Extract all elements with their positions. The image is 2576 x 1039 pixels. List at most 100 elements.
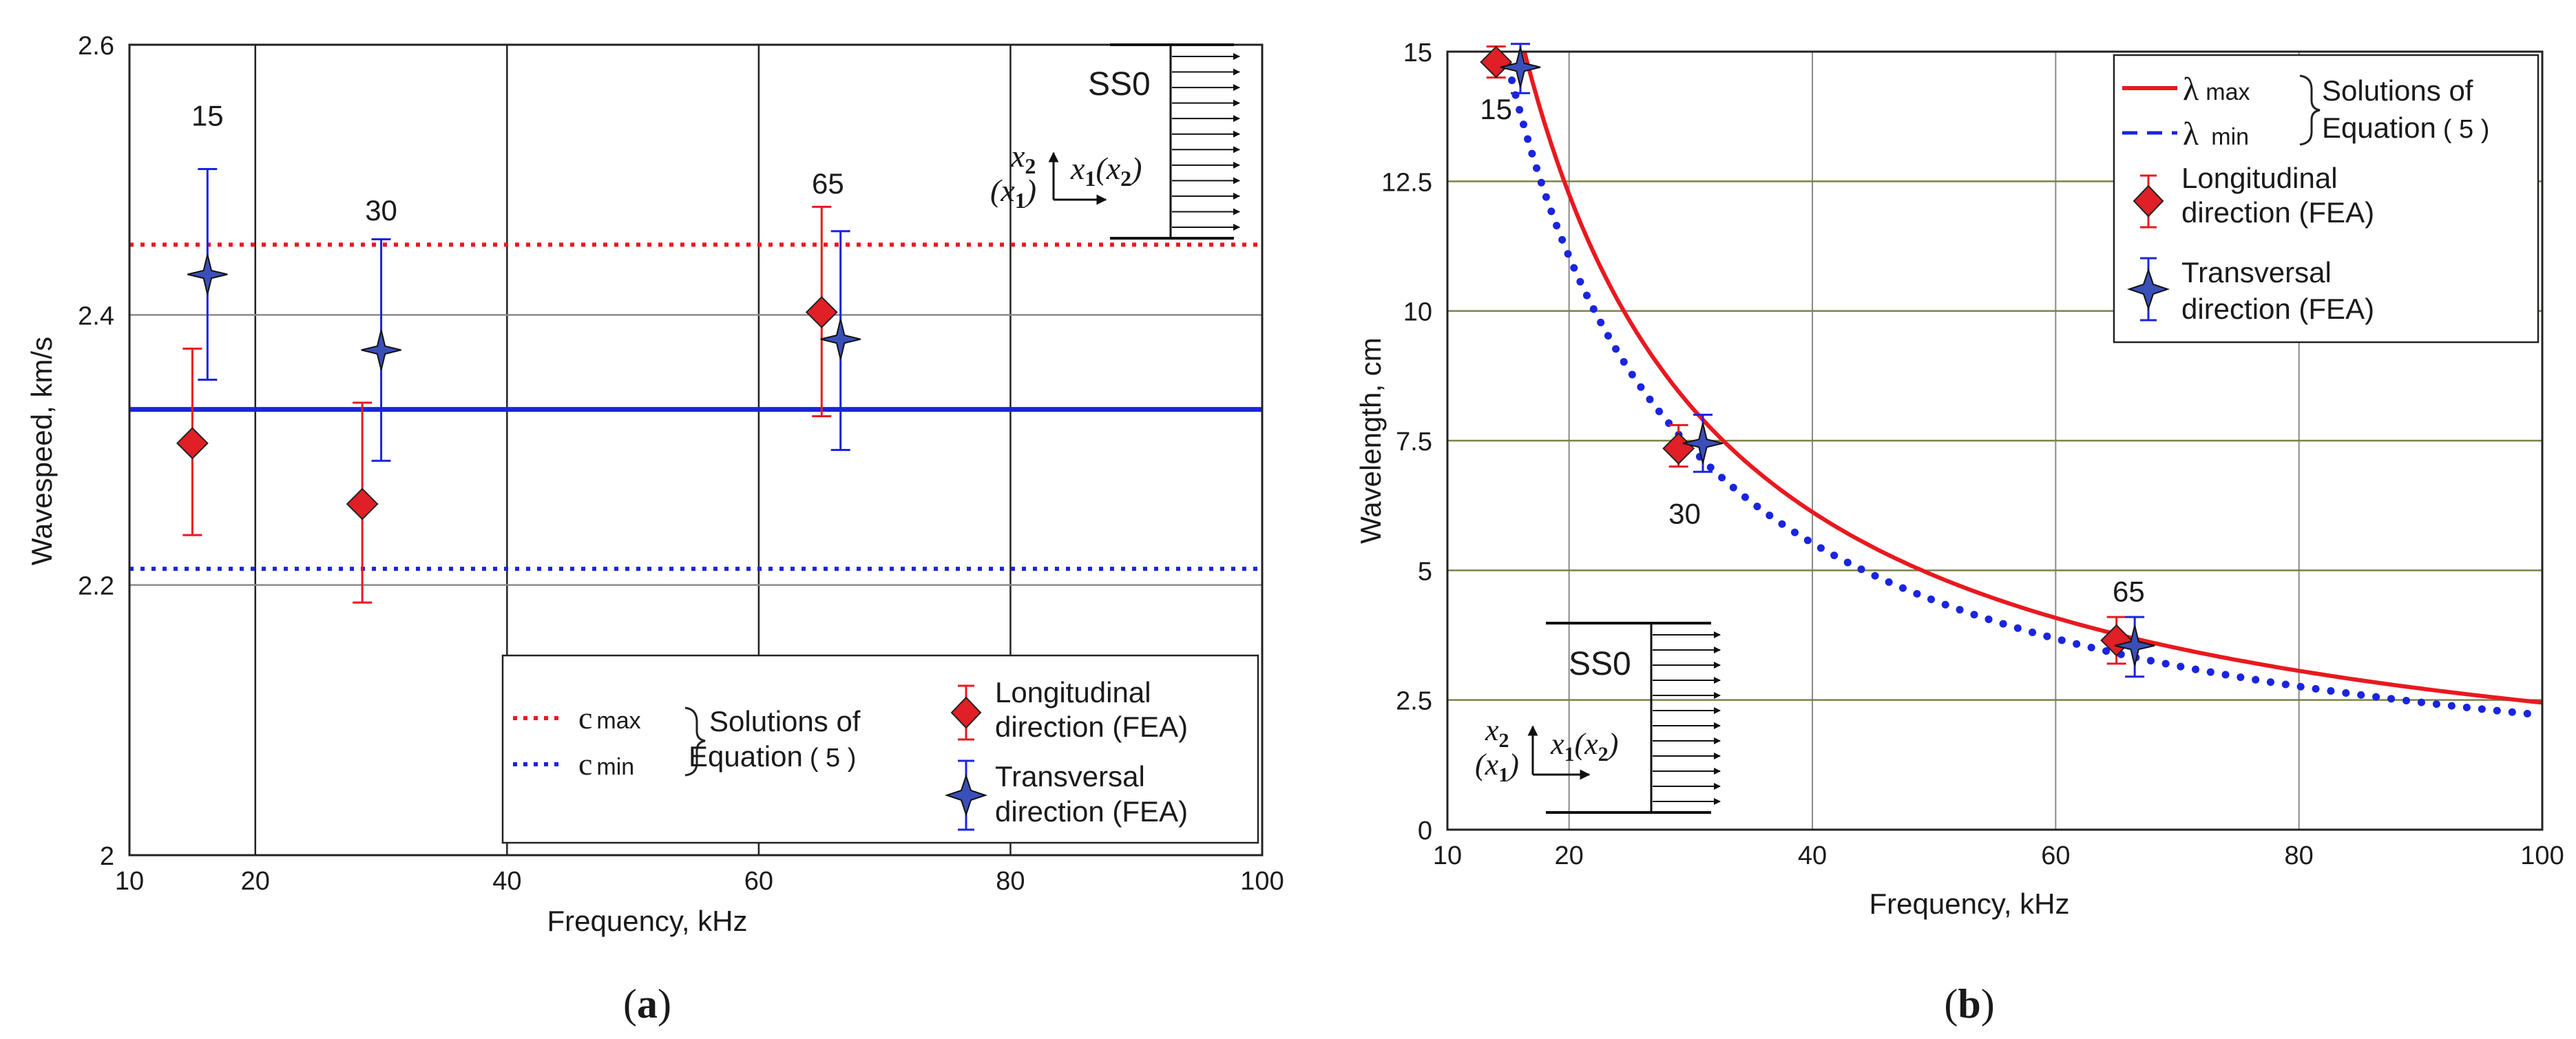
panel-a-legend-brace [684,706,706,777]
longitudinal-point-0 [176,347,209,536]
panel-b-legend-solutions-1: Solutions of [2322,74,2473,107]
panel-a-legend-trans-marker [944,759,988,831]
panel-b-inset-x1-paren: (x1) [1475,748,1519,786]
point-label-30: 30 [365,194,397,227]
panel-a-caption: (a) [623,981,671,1027]
longitudinal-point-0 [1480,45,1513,79]
panel-a-inset-title: SS0 [1088,66,1151,103]
panel-b-legend-box [2113,54,2540,344]
star-marker [1682,423,1724,464]
panel-b-ss0-inset: SS0 x2 (x1) x1(x2) [1475,622,1721,814]
panel-a-legend-cmin: c min [578,746,634,781]
panel-b-legend-trans-1: Transversal [2181,256,2332,288]
panel-b-wavelength-chart: 10 20 40 60 80 100 0 2.5 5 7.5 10 12.5 15 15 30 65 Fr… [1354,39,2564,1027]
panel-a-inset-x1x2: x1(x2) [1070,151,1142,191]
panel-a-legend-long-1: Longitudinal [995,676,1151,709]
longitudinal-point-1 [346,401,379,604]
star-marker [1500,47,1541,87]
panel-a-x-tick-labels: 10 20 40 60 80 100 [115,867,1284,896]
x-tick-label-60: 60 [2041,841,2070,870]
star-marker [820,319,861,359]
diamond-marker [176,427,209,460]
transversal-point-0 [1500,43,1541,94]
panel-b-inset-title: SS0 [1569,646,1631,682]
x-tick-label-60: 60 [744,867,773,896]
panel-b-legend-long-1: Longitudinal [2181,162,2338,194]
panel-b-legend-solutions-2: Equation( 5 ) [2322,112,2489,144]
panel-a-legend-solutions-1: Solutions of [709,705,861,737]
x-tick-label-10: 10 [115,867,144,896]
x-tick-label-80: 80 [996,867,1025,896]
panel-b-legend-lmax: λ max [2183,71,2250,107]
panel-b-legend: λ max λ min Solutions of Equation( 5 ) Lon… [2113,54,2540,344]
panel-a-legend-trans-1: Transversal [995,760,1145,793]
y-tick-label-5: 5 [1418,557,1432,586]
panel-b-data-points [1480,43,2155,678]
curve-lambda-max [1522,52,2542,705]
panel-b-legend-brace [2299,74,2321,146]
longitudinal-point-2 [805,205,838,417]
y-tick-label-2.5: 2.5 [1396,687,1432,716]
y-tick-label-0: 0 [1418,817,1432,846]
x-tick-label-20: 20 [1555,841,1584,870]
x-tick-label-20: 20 [241,867,270,896]
point-label-65: 65 [812,167,844,200]
panel-a-point-labels: 15 30 65 [191,100,844,227]
panel-a-legend-long-2: direction (FEA) [995,711,1188,743]
star-marker [187,254,228,295]
panel-b-legend-lmin: λ min [2183,116,2249,152]
transversal-point-1 [361,238,401,462]
y-tick-label-7.5: 7.5 [1396,428,1432,456]
x-tick-label-100: 100 [1240,867,1284,896]
star-marker [2114,625,2155,666]
panel-b-legend-trans-2: direction (FEA) [2181,293,2374,325]
panel-a-reference-lines [129,242,1262,571]
panel-a-legend-trans-2: direction (FEA) [995,795,1188,828]
point-label-30: 30 [1668,498,1701,530]
transversal-point-1 [1682,413,1724,473]
panel-a-data-points [176,167,861,604]
panel-b-x-tick-labels: 10 20 40 60 80 100 [1433,841,2564,870]
diamond-marker [1480,45,1513,78]
panel-b-x-axis-label: Frequency, kHz [1870,888,2070,920]
diamond-marker [346,487,379,521]
panel-b-inset-x1x2: x1(x2) [1550,727,1618,766]
y-tick-label-2: 2 [100,842,114,871]
panel-a-y-axis-label: Wavespeed, km/s [25,337,58,565]
panel-a-inset-x2: x2 [1010,138,1036,178]
transversal-point-0 [187,167,228,381]
star-marker [361,330,401,370]
y-tick-label-2.2: 2.2 [78,572,114,601]
panel-b-caption-letter: b [1958,981,1980,1027]
longitudinal-point-2 [2100,616,2133,665]
panel-a-wavespeed-chart: 10 20 40 60 80 100 2 2.2 2.4 2.6 15 30 65 Frequenc… [25,32,1284,1027]
panel-b-legend-trans-marker [2126,257,2170,322]
panel-a-inset-arrows [1172,53,1240,231]
point-label-65: 65 [2113,576,2145,608]
point-label-15: 15 [1480,93,1512,125]
panel-a-caption-letter: a [637,981,658,1027]
transversal-point-2 [2114,616,2155,678]
panel-b-legend-long-2: direction (FEA) [2181,196,2374,229]
x-tick-label-40: 40 [1798,841,1827,870]
y-tick-label-15: 15 [1403,39,1432,67]
panel-a-x-axis-label: Frequency, kHz [547,905,748,937]
y-tick-label-2.4: 2.4 [78,302,114,330]
panel-b-y-tick-labels: 0 2.5 5 7.5 10 12.5 15 [1381,39,1432,846]
x-tick-label-10: 10 [1433,841,1462,870]
y-tick-label-2.6: 2.6 [78,32,114,61]
panel-b-inset-x2: x2 [1485,713,1509,752]
diamond-marker [1662,432,1695,465]
panel-b-point-labels: 15 30 65 [1480,93,2144,608]
panel-b-caption: (b) [1944,981,1994,1027]
panel-a-legend: c max c min Solutions of Equation( 5 ) Lon… [501,654,1259,844]
point-label-15: 15 [191,100,224,132]
y-tick-label-10: 10 [1403,298,1432,327]
panel-a-ss0-inset: SS0 x2 (x1) x1(x2) [990,43,1240,240]
longitudinal-point-1 [1662,423,1695,468]
panel-a-legend-cmax: c max [578,700,641,735]
x-tick-label-100: 100 [2520,841,2564,870]
y-tick-label-12.5: 12.5 [1381,168,1432,197]
panel-a-plot-frame [128,43,1264,857]
